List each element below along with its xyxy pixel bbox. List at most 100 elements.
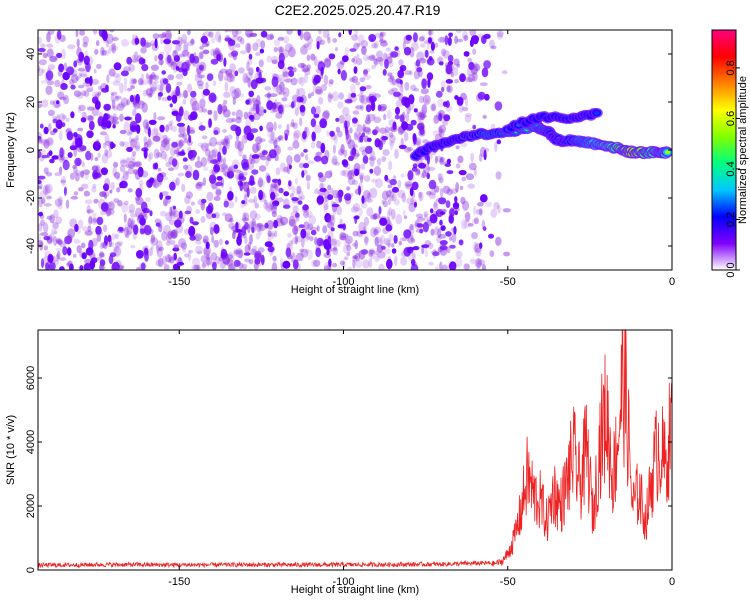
- noise-speckle: [68, 68, 75, 74]
- noise-speckle: [223, 137, 227, 147]
- noise-speckle: [489, 250, 495, 258]
- noise-speckle: [181, 49, 189, 57]
- noise-speckle: [231, 117, 236, 123]
- noise-speckle: [442, 49, 450, 59]
- noise-speckle: [230, 50, 239, 57]
- noise-speckle: [406, 147, 414, 152]
- noise-speckle: [207, 154, 214, 163]
- noise-speckle: [231, 30, 239, 38]
- noise-speckle: [272, 255, 277, 262]
- noise-speckle: [38, 223, 43, 232]
- noise-speckle: [178, 125, 186, 135]
- noise-speckle: [168, 211, 176, 219]
- noise-speckle: [231, 111, 236, 116]
- noise-speckle: [374, 126, 380, 134]
- noise-speckle: [381, 137, 386, 142]
- noise-speckle: [323, 265, 332, 270]
- noise-speckle: [215, 31, 221, 42]
- noise-speckle: [182, 99, 187, 105]
- noise-speckle: [301, 170, 305, 178]
- noise-speckle: [194, 245, 203, 254]
- noise-speckle: [336, 191, 344, 199]
- noise-speckle: [76, 38, 80, 48]
- noise-speckle: [383, 237, 391, 246]
- noise-speckle: [250, 221, 257, 231]
- noise-speckle: [202, 166, 209, 171]
- noise-speckle: [414, 220, 422, 230]
- noise-speckle: [170, 239, 176, 246]
- noise-speckle: [274, 230, 278, 238]
- noise-speckle: [242, 181, 250, 192]
- noise-speckle: [223, 75, 229, 81]
- noise-speckle: [298, 224, 305, 229]
- noise-speckle: [335, 126, 341, 133]
- noise-speckle: [66, 131, 74, 141]
- noise-speckle: [483, 60, 491, 69]
- noise-speckle: [419, 57, 427, 64]
- noise-speckle: [75, 76, 80, 81]
- noise-speckle: [385, 53, 393, 60]
- noise-speckle: [132, 161, 141, 168]
- noise-speckle: [374, 250, 379, 256]
- noise-speckle: [198, 83, 204, 90]
- noise-speckle: [493, 201, 500, 210]
- noise-speckle: [218, 144, 223, 153]
- noise-speckle: [148, 119, 157, 125]
- noise-speckle: [126, 87, 133, 92]
- noise-speckle: [238, 176, 247, 181]
- noise-speckle: [210, 36, 216, 44]
- noise-speckle: [339, 235, 347, 241]
- noise-speckle: [395, 78, 402, 84]
- noise-speckle: [338, 114, 345, 124]
- noise-speckle: [238, 93, 245, 98]
- noise-speckle: [385, 239, 392, 247]
- noise-speckle: [374, 255, 380, 262]
- noise-speckle: [344, 193, 352, 201]
- noise-speckle: [93, 68, 97, 74]
- noise-speckle: [318, 30, 322, 35]
- noise-speckle: [66, 234, 73, 244]
- noise-speckle: [232, 229, 237, 235]
- noise-speckle: [288, 164, 292, 170]
- noise-speckle: [346, 162, 351, 170]
- noise-speckle: [296, 185, 302, 195]
- noise-speckle: [130, 78, 137, 85]
- noise-speckle: [220, 163, 228, 170]
- noise-speckle: [256, 262, 262, 267]
- noise-speckle: [403, 229, 412, 239]
- noise-speckle: [414, 60, 422, 72]
- noise-speckle: [421, 244, 430, 249]
- noise-speckle: [114, 233, 120, 240]
- noise-speckle: [366, 68, 371, 73]
- noise-speckle: [254, 252, 262, 259]
- noise-speckle: [111, 36, 119, 42]
- noise-speckle: [223, 99, 228, 105]
- noise-speckle: [296, 190, 304, 196]
- noise-speckle: [150, 234, 156, 243]
- noise-speckle: [142, 58, 146, 64]
- noise-speckle: [119, 165, 126, 173]
- noise-speckle: [430, 103, 436, 112]
- noise-speckle: [119, 129, 127, 135]
- noise-speckle: [101, 87, 109, 93]
- noise-speckle: [123, 200, 129, 206]
- noise-speckle: [398, 93, 404, 101]
- noise-speckle: [226, 76, 233, 83]
- noise-speckle: [355, 105, 363, 110]
- noise-speckle: [449, 236, 453, 241]
- noise-speckle: [387, 77, 393, 83]
- noise-speckle: [152, 33, 160, 40]
- noise-speckle: [348, 30, 352, 36]
- noise-speckle: [372, 212, 378, 220]
- noise-speckle: [215, 189, 222, 195]
- noise-speckle: [452, 202, 460, 210]
- noise-speckle: [115, 95, 122, 100]
- noise-speckle: [316, 140, 322, 149]
- noise-speckle: [59, 166, 63, 174]
- noise-speckle: [129, 94, 135, 103]
- noise-speckle: [111, 232, 116, 241]
- noise-speckle: [165, 211, 173, 222]
- noise-speckle: [244, 236, 248, 244]
- noise-speckle: [243, 194, 248, 205]
- noise-speckle: [148, 152, 154, 160]
